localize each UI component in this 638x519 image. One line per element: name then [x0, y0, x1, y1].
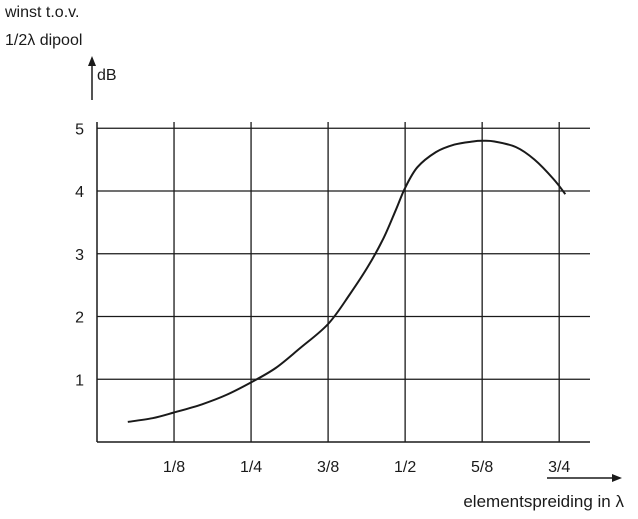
y-axis-label-line2: 1/2λ dipool: [5, 32, 82, 49]
y-axis-label-line1: winst t.o.v.: [4, 4, 79, 21]
x-tick-label-0: 1/8: [163, 459, 185, 476]
x-tick-label-4: 5/8: [471, 459, 493, 476]
x-axis-arrow: [547, 474, 622, 482]
x-tick-label-3: 1/2: [394, 459, 416, 476]
axes: [96, 122, 590, 443]
y-tick-label-2: 3: [75, 247, 84, 264]
y-axis-unit: dB: [97, 67, 117, 84]
y-tick-label-0: 1: [75, 372, 84, 389]
y-tick-labels: 1 2 3 4 5: [75, 121, 84, 389]
gain-curve: [127, 139, 567, 423]
x-tick-labels: 1/8 1/4 3/8 1/2 5/8 3/4: [163, 459, 571, 476]
x-tick-label-1: 1/4: [240, 459, 262, 476]
grid: [97, 122, 590, 442]
x-axis-label: elementspreiding in λ: [463, 492, 624, 511]
y-tick-label-1: 2: [75, 310, 84, 327]
x-tick-label-2: 3/8: [317, 459, 339, 476]
y-tick-label-4: 5: [75, 121, 84, 138]
y-tick-label-3: 4: [75, 184, 84, 201]
x-tick-label-5: 3/4: [548, 459, 570, 476]
y-axis-arrow: [88, 56, 96, 100]
